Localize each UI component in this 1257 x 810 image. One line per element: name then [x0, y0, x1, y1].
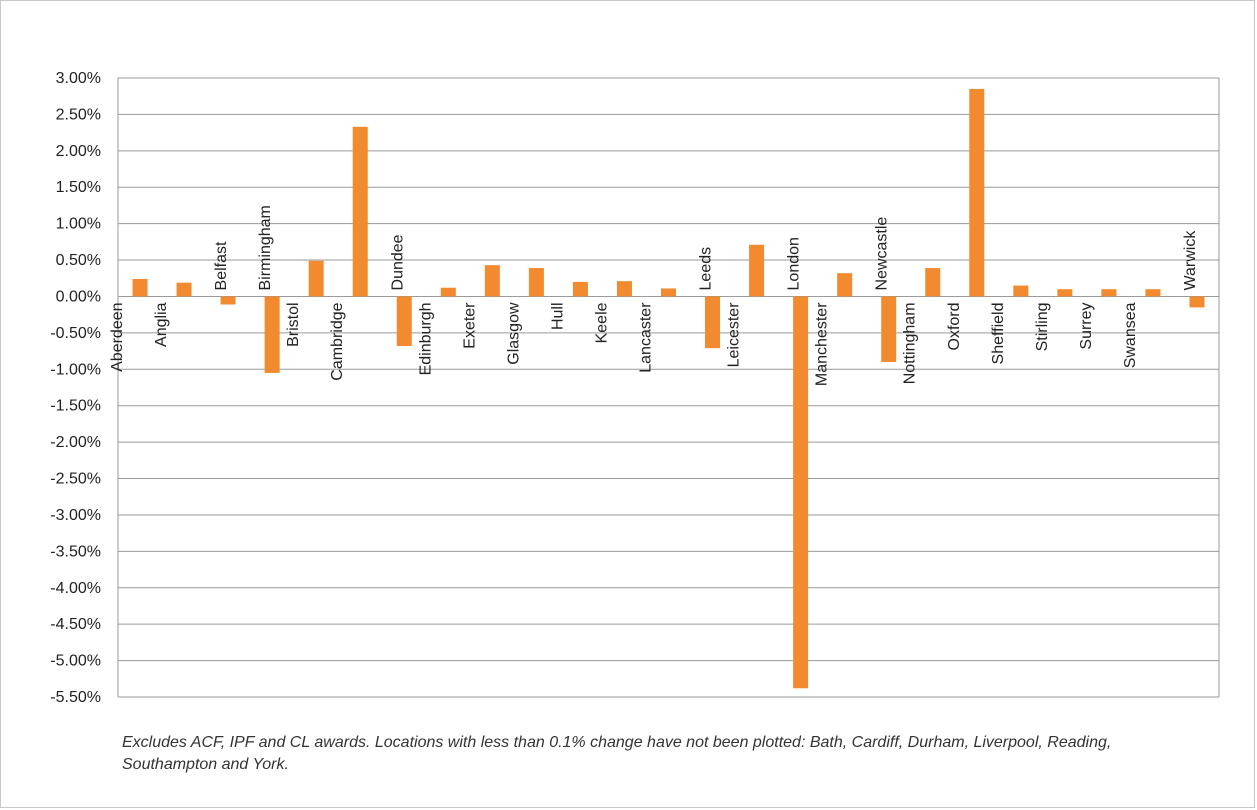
- category-label: Glasgow: [505, 302, 522, 365]
- bar: [573, 282, 588, 297]
- category-label: Cambridge: [329, 302, 346, 380]
- bar: [221, 296, 236, 304]
- bar: [793, 296, 808, 688]
- bar: [1013, 286, 1028, 297]
- category-label: Swansea: [1122, 302, 1139, 368]
- bar: [265, 296, 280, 372]
- y-tick-label: -0.50%: [50, 325, 101, 342]
- bar: [1189, 296, 1204, 307]
- category-label: Exeter: [461, 302, 478, 349]
- y-tick-label: -1.50%: [50, 398, 101, 415]
- bar: [925, 268, 940, 296]
- y-tick-label: 1.50%: [56, 179, 101, 196]
- category-label: Belfast: [213, 241, 230, 290]
- category-label: Nottingham: [902, 302, 919, 384]
- bar: [1101, 289, 1116, 296]
- bar: [441, 288, 456, 297]
- category-label: Lancaster: [638, 302, 655, 373]
- y-tick-label: 2.50%: [56, 106, 101, 123]
- category-label: Bristol: [285, 302, 302, 346]
- category-label: Manchester: [814, 302, 831, 386]
- y-tick-label: -4.00%: [50, 580, 101, 597]
- category-label: Leicester: [726, 302, 743, 368]
- category-label: Surrey: [1078, 302, 1095, 349]
- category-label: Oxford: [946, 302, 963, 350]
- bar-chart: 3.00% 2.50% 2.00% 1.50% 1.00% 0.50% 0.00% -0.50…: [0, 0, 1257, 730]
- y-tick-label: -4.50%: [50, 616, 101, 633]
- category-label: Aberdeen: [109, 302, 126, 371]
- category-label: Anglia: [153, 302, 170, 347]
- y-tick-label: -5.00%: [50, 653, 101, 670]
- bar: [661, 288, 676, 296]
- category-label: London: [786, 237, 803, 290]
- category-label: Hull: [549, 302, 566, 330]
- y-tick-label: -3.50%: [50, 543, 101, 560]
- bar: [617, 281, 632, 296]
- category-label: Leeds: [698, 247, 715, 291]
- bar: [837, 273, 852, 296]
- category-label: Dundee: [389, 234, 406, 290]
- y-tick-label: 0.00%: [56, 288, 101, 305]
- bar: [705, 296, 720, 348]
- category-label: Edinburgh: [417, 302, 434, 375]
- bar: [133, 279, 148, 296]
- y-tick-label: -3.00%: [50, 507, 101, 524]
- bar: [485, 265, 500, 296]
- bar: [881, 296, 896, 362]
- y-tick-label: -1.00%: [50, 361, 101, 378]
- bar: [529, 268, 544, 296]
- bar: [353, 127, 368, 297]
- y-tick-label: 2.00%: [56, 143, 101, 160]
- category-label: Keele: [593, 302, 610, 343]
- bar: [309, 261, 324, 297]
- y-tick-label: 0.50%: [56, 252, 101, 269]
- bar: [1145, 289, 1160, 296]
- bar: [1057, 289, 1072, 296]
- bar: [749, 245, 764, 297]
- y-tick-label: 3.00%: [56, 70, 101, 87]
- y-tick-label: -5.50%: [50, 689, 101, 706]
- y-tick-label: 1.00%: [56, 216, 101, 233]
- category-label: Stirling: [1034, 302, 1051, 351]
- bar: [177, 283, 192, 297]
- bar: [969, 89, 984, 297]
- category-label: Sheffield: [990, 302, 1007, 364]
- chart-caption: Excludes ACF, IPF and CL awards. Locatio…: [122, 732, 1202, 776]
- category-label: Warwick: [1182, 230, 1199, 291]
- y-tick-label: -2.00%: [50, 434, 101, 451]
- category-label: Newcastle: [874, 217, 891, 291]
- bar: [397, 296, 412, 346]
- y-tick-label: -2.50%: [50, 471, 101, 488]
- category-label: Birmingham: [257, 205, 274, 290]
